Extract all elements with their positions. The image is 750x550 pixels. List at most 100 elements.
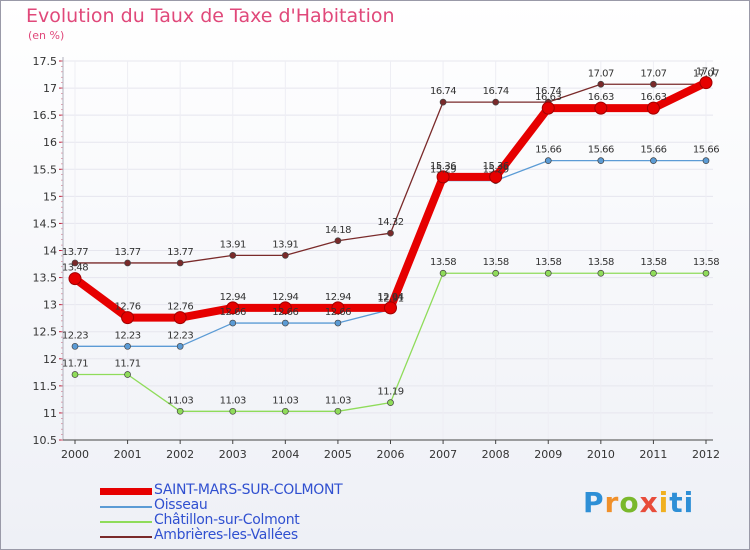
x-tick-label: 2009 <box>534 448 562 461</box>
data-label: 16.74 <box>430 86 456 97</box>
data-label: 13.58 <box>535 257 561 268</box>
data-label: 15.36 <box>483 161 509 172</box>
data-point <box>124 371 131 378</box>
data-label: 12.66 <box>220 307 246 318</box>
data-label: 12.76 <box>167 302 193 313</box>
y-tick-label: 15 <box>43 190 57 203</box>
data-label: 13.77 <box>62 247 88 258</box>
x-tick-label: 2000 <box>61 448 89 461</box>
data-label: 14.18 <box>325 225 351 236</box>
data-point <box>71 342 79 350</box>
data-point <box>489 170 503 184</box>
data-point <box>702 157 710 164</box>
data-label: 15.66 <box>693 145 719 156</box>
y-tick-label: 17.5 <box>33 55 58 68</box>
data-label: 12.66 <box>325 307 351 318</box>
data-label: 16.63 <box>640 92 666 103</box>
data-point <box>176 259 184 267</box>
data-label: 15.66 <box>640 145 666 156</box>
data-label: 11.03 <box>272 395 298 406</box>
y-tick-label: 14 <box>43 245 57 258</box>
legend-label: Ambrières-les-Vallées <box>154 527 298 543</box>
legend-label: SAINT-MARS-SUR-COLMONT <box>154 482 343 498</box>
y-tick-label: 15.5 <box>33 163 58 176</box>
data-label: 13.77 <box>115 247 141 258</box>
data-point <box>173 311 187 325</box>
data-point <box>334 237 342 245</box>
x-tick-label: 2004 <box>271 448 299 461</box>
data-label: 12.23 <box>167 330 193 341</box>
data-point <box>492 98 500 106</box>
data-label: 13.48 <box>62 263 88 274</box>
data-point <box>492 269 500 277</box>
y-tick-label: 13.5 <box>33 272 58 285</box>
data-point <box>176 342 184 350</box>
legend-swatch <box>100 521 152 523</box>
data-label: 13.58 <box>430 257 456 268</box>
data-label: 12.91 <box>377 294 403 305</box>
data-point <box>594 101 608 115</box>
data-label: 12.66 <box>272 307 298 318</box>
data-label: 17.1 <box>696 67 716 78</box>
data-point <box>226 301 240 315</box>
data-point <box>334 319 342 327</box>
data-label: 13.58 <box>693 257 719 268</box>
y-tick-label: 12.5 <box>33 326 58 339</box>
data-point <box>436 170 450 184</box>
x-tick-label: 2007 <box>429 448 457 461</box>
data-point <box>71 259 79 267</box>
data-label: 11.19 <box>377 387 403 398</box>
data-point <box>124 342 131 350</box>
legend-swatch <box>100 488 152 495</box>
data-label: 11.71 <box>115 358 141 369</box>
brand-logo: Proxiti <box>583 486 695 519</box>
x-tick-label: 2006 <box>377 448 405 461</box>
data-label: 16.63 <box>588 92 614 103</box>
data-point <box>229 252 237 259</box>
data-label: 15.66 <box>588 145 614 156</box>
data-label: 13.58 <box>588 257 614 268</box>
data-point <box>387 399 394 406</box>
data-label: 13.58 <box>483 257 509 268</box>
data-point <box>650 269 657 277</box>
data-point <box>384 301 397 315</box>
chart-title: Evolution du Taux de Taxe d'Habitation <box>26 5 395 27</box>
data-point <box>281 252 289 259</box>
data-label: 11.03 <box>220 395 246 406</box>
y-tick-label: 11.5 <box>33 380 58 393</box>
data-label: 15.29 <box>483 165 509 176</box>
y-tick-label: 10.5 <box>33 434 58 447</box>
x-tick-label: 2011 <box>639 448 667 461</box>
data-point <box>229 319 237 327</box>
data-point <box>597 269 605 277</box>
data-label: 11.03 <box>325 395 351 406</box>
y-tick-label: 14.5 <box>33 217 58 230</box>
data-label: 12.94 <box>325 292 351 303</box>
data-point <box>702 269 710 277</box>
data-point <box>650 80 657 88</box>
x-tick-label: 2012 <box>692 448 720 461</box>
data-point <box>544 269 552 277</box>
data-label: 15.66 <box>535 145 561 156</box>
data-point <box>650 157 657 164</box>
y-tick-label: 13 <box>43 299 57 312</box>
data-point <box>71 371 79 378</box>
data-point <box>229 407 237 415</box>
data-point <box>124 259 131 267</box>
data-point <box>334 407 342 415</box>
data-point <box>646 101 660 115</box>
data-label: 12.76 <box>115 302 141 313</box>
data-label: 15.29 <box>430 165 456 176</box>
data-point <box>544 157 552 164</box>
data-point <box>121 311 135 325</box>
x-tick-label: 2003 <box>219 448 247 461</box>
data-label: 11.03 <box>167 395 193 406</box>
data-label: 17.07 <box>693 68 719 79</box>
legend-label: Oisseau <box>154 497 208 513</box>
y-tick-label: 17 <box>43 82 57 95</box>
data-label: 13.91 <box>220 239 246 250</box>
data-label: 16.74 <box>535 86 561 97</box>
data-label: 17.07 <box>588 68 614 79</box>
x-tick-label: 2005 <box>324 448 352 461</box>
x-tick-label: 2010 <box>587 448 615 461</box>
